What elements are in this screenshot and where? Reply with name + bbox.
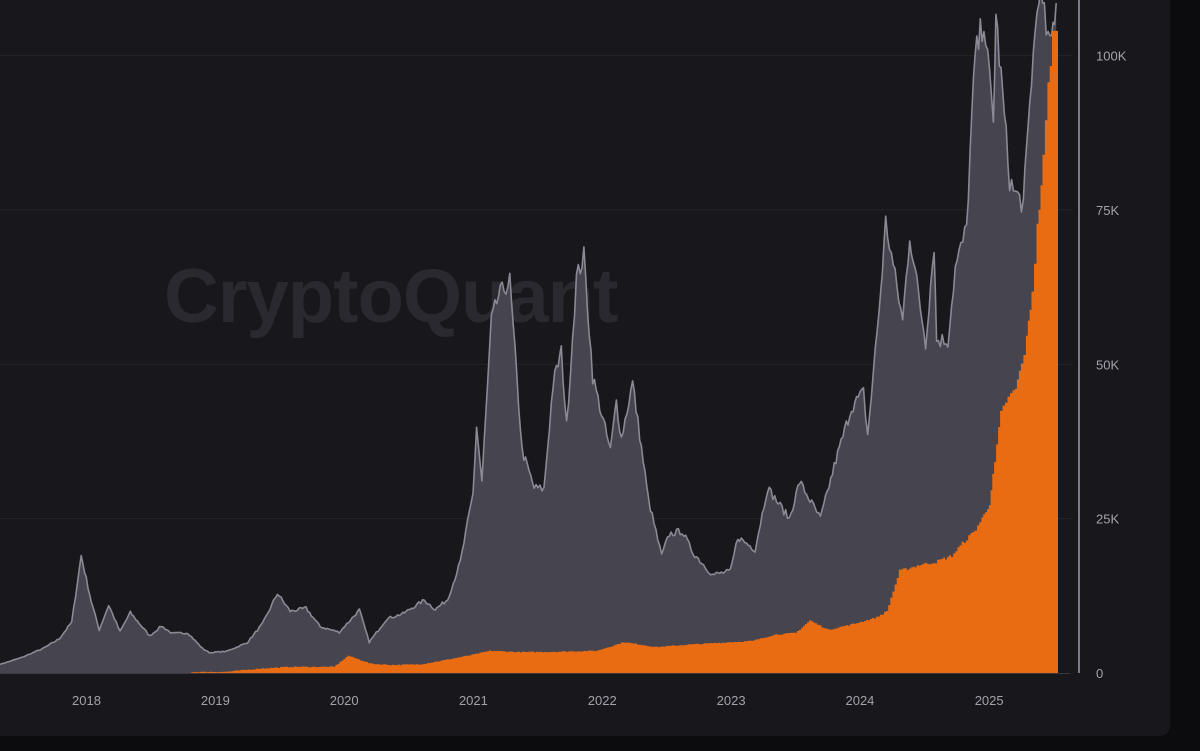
y-tick-label-0: 0 — [1096, 666, 1103, 681]
y-tick-label-75K: 75K — [1096, 203, 1119, 218]
axis-layer — [0, 0, 1080, 674]
chart-svg: CryptoQuant 2018 2019 2020 2021 2022 2023 2024… — [0, 0, 1127, 708]
x-tick-labels: 2018 2019 2020 2021 2022 2023 2024 2025 — [72, 693, 1004, 708]
y-tick-label-50K: 50K — [1096, 357, 1119, 372]
x-tick-label-2019: 2019 — [201, 693, 230, 708]
orange-stepped-area — [191, 0, 1058, 673]
x-tick-label-2024: 2024 — [845, 693, 874, 708]
x-tick-label-2022: 2022 — [588, 693, 617, 708]
x-tick-label-2025: 2025 — [975, 693, 1004, 708]
x-tick-label-2020: 2020 — [330, 693, 359, 708]
price-line — [0, 0, 1057, 666]
y-tick-label-100K: 100K — [1096, 49, 1127, 64]
series-layer — [0, 0, 1058, 673]
x-tick-label-2018: 2018 — [72, 693, 101, 708]
x-tick-label-2023: 2023 — [717, 693, 746, 708]
x-tick-label-2021: 2021 — [459, 693, 488, 708]
y-tick-labels: 0 25K 50K 75K 100K — [1096, 49, 1127, 681]
cryptoquant-watermark: CryptoQuant — [164, 254, 618, 339]
chart-panel: CryptoQuant 2018 2019 2020 2021 2022 2023 2024… — [0, 0, 1170, 736]
y-tick-label-25K: 25K — [1096, 512, 1119, 527]
